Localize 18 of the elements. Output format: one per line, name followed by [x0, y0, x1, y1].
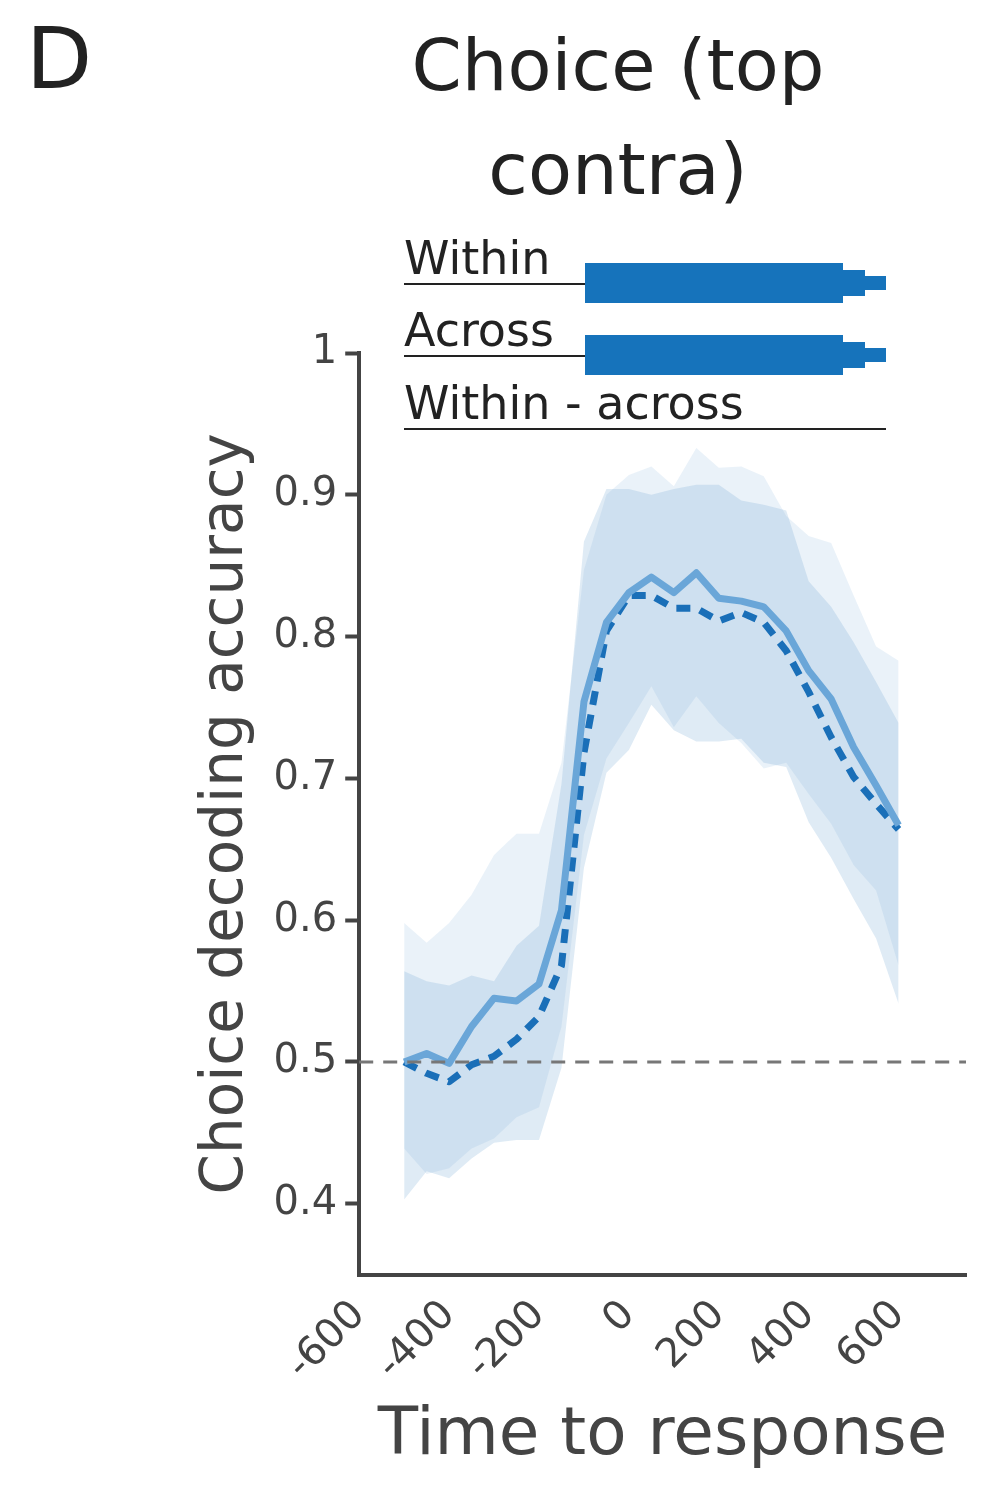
- x-tick-label: 600: [825, 1289, 913, 1377]
- x-tick-label: 400: [735, 1289, 823, 1377]
- y-tick-label: 1: [311, 326, 338, 373]
- y-tick-label: 0.5: [273, 1035, 338, 1082]
- annotation: Across: [404, 303, 554, 357]
- y-tick-label: 0.9: [273, 468, 338, 515]
- x-axis-title: Time to response: [376, 1392, 948, 1470]
- chart-title: Choice (top contra): [410, 22, 826, 213]
- y-axis-title: Choice decoding accuracy: [187, 433, 256, 1195]
- x-tick-label: 0: [592, 1289, 643, 1341]
- y-tick-label: 0.6: [273, 893, 338, 940]
- y-tick-label: 0.4: [273, 1177, 338, 1224]
- x-tick-label: 200: [645, 1289, 733, 1377]
- text: Within: [404, 231, 551, 285]
- y-tick-label: 0.8: [273, 609, 338, 656]
- annotation: Within - across: [404, 376, 744, 430]
- text: D: [26, 8, 93, 108]
- y-tick-label: 0.7: [273, 751, 338, 798]
